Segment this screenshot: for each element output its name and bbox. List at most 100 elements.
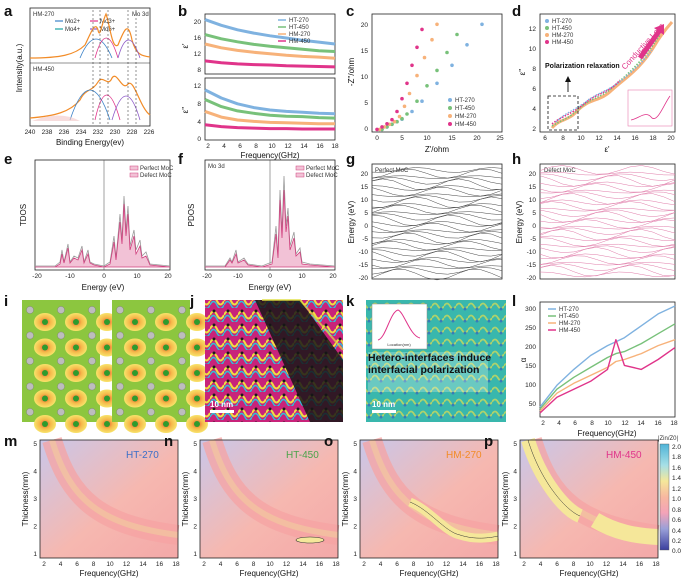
panel-label: o xyxy=(324,433,333,450)
band-line xyxy=(371,239,503,245)
atom-c xyxy=(194,421,200,427)
x-tick: 14 xyxy=(619,561,627,568)
svg-text:10: 10 xyxy=(423,135,431,142)
band-line xyxy=(539,217,676,223)
band-line xyxy=(371,223,503,233)
atom-c xyxy=(42,421,48,427)
x-tick: 4 xyxy=(219,561,223,568)
y-axis-label: Thickness(mm) xyxy=(341,471,350,526)
atom-mo xyxy=(26,382,34,391)
data-point xyxy=(410,63,414,68)
y-ticks: 0 5 10 15 20 xyxy=(361,22,369,133)
atom-mo xyxy=(178,382,186,391)
atom-mo xyxy=(26,408,34,416)
data-point xyxy=(377,127,382,132)
panel-label: f xyxy=(178,151,184,168)
atom-c xyxy=(104,344,110,351)
panel-f: f Mo 3d Perfect MoC Defect MoC -20 -10 0… xyxy=(178,151,340,292)
colorbar-scale xyxy=(659,443,670,551)
legend-item: HM-270 xyxy=(455,114,477,120)
atom-mo xyxy=(57,331,65,340)
band-line xyxy=(539,265,676,277)
plot-frame xyxy=(359,439,499,559)
spectrum-bottom xyxy=(29,75,151,119)
band-line xyxy=(539,173,676,181)
panel-k: k Location(nm) Hetero-interfaces induce … xyxy=(346,293,506,422)
b-bottom-series xyxy=(204,88,336,131)
data-point xyxy=(390,122,394,127)
svg-text:0: 0 xyxy=(364,126,368,133)
band-line xyxy=(539,271,676,278)
x-axis-label: Z'/ohm xyxy=(425,145,450,154)
y-ticks: 50 100 150 200 250 300 xyxy=(525,306,536,408)
x-axis-label: Frequency(GHz) xyxy=(577,429,636,438)
x-tick: 16 xyxy=(316,561,324,568)
atom-c xyxy=(163,370,169,376)
panel-g: g Perfect MoC 20 15 10 5 0 -5 -10 -15 -2… xyxy=(346,151,503,282)
y-tick: 3 xyxy=(193,496,197,503)
c-series xyxy=(375,22,484,132)
panel-label: e xyxy=(4,151,12,168)
band-line xyxy=(371,213,503,221)
band-line xyxy=(371,185,503,191)
title-bottom: HM-450 xyxy=(33,67,55,73)
x-axis-label: Frequency(GHz) xyxy=(79,569,138,578)
band-line xyxy=(371,232,503,245)
polarization-annotation: Polarization relaxation xyxy=(545,63,620,70)
svg-text:-20: -20 xyxy=(202,273,212,280)
legend-item: HM-270 xyxy=(289,32,311,38)
cole-curve xyxy=(550,21,674,130)
svg-text:20: 20 xyxy=(529,171,537,178)
svg-text:18: 18 xyxy=(649,135,657,142)
data-point xyxy=(425,84,429,88)
y-ticks-bottom: 12 8 4 0 xyxy=(194,83,202,143)
relaxation-box xyxy=(547,95,579,131)
data-point xyxy=(407,91,412,96)
x-ticks: -20 -10 0 10 20 xyxy=(32,273,172,280)
band-line xyxy=(539,171,676,176)
x-ticks: -20 -10 0 10 20 xyxy=(202,273,337,280)
svg-text:12: 12 xyxy=(284,143,292,150)
svg-text:6: 6 xyxy=(573,420,577,427)
y-axis-label: ε'' xyxy=(518,68,527,75)
legend: HT-270 HT-450 HM-270 HM-450 xyxy=(448,98,477,128)
atom-c xyxy=(104,395,110,402)
atom-mo xyxy=(178,357,186,365)
y-tick: 1 xyxy=(513,551,517,558)
y-tick: 2 xyxy=(193,524,197,531)
y-tick: 5 xyxy=(513,441,517,448)
x-tick: 16 xyxy=(476,561,484,568)
band-line xyxy=(539,219,676,229)
tdos-defect xyxy=(35,203,171,268)
svg-text:10: 10 xyxy=(577,135,585,142)
x-tick: 12 xyxy=(603,561,611,568)
svg-text:2: 2 xyxy=(206,143,210,150)
panel-c: c HT-270 HT-450 HM-270 HM-450 0 5 10 15 … xyxy=(346,3,504,154)
atom-c xyxy=(132,395,138,402)
atom-mo xyxy=(147,382,155,391)
atom-c xyxy=(194,319,200,325)
atom-mo xyxy=(147,408,155,416)
panel-label: k xyxy=(346,293,355,310)
legend-item: Mo4+ xyxy=(65,27,81,33)
band-line xyxy=(539,253,676,260)
x-tick: 4 xyxy=(539,561,543,568)
atom-mo xyxy=(88,331,96,340)
plot-frame xyxy=(519,439,659,559)
y-tick: 4 xyxy=(193,469,197,476)
svg-text:0: 0 xyxy=(197,136,201,143)
data-point xyxy=(397,114,402,119)
band-line xyxy=(371,229,503,233)
svg-text:14: 14 xyxy=(637,420,645,427)
svg-text:0.0: 0.0 xyxy=(672,548,681,555)
series-line-hm-270 xyxy=(539,339,676,412)
svg-text:-15: -15 xyxy=(359,262,369,269)
x-axis-label: Binding Energy(ev) xyxy=(56,138,124,147)
atom-c xyxy=(73,344,79,351)
data-point xyxy=(435,22,439,27)
band-line xyxy=(371,258,503,269)
svg-text:12: 12 xyxy=(529,26,537,33)
atom-mo xyxy=(178,306,186,314)
band-line xyxy=(371,247,503,251)
